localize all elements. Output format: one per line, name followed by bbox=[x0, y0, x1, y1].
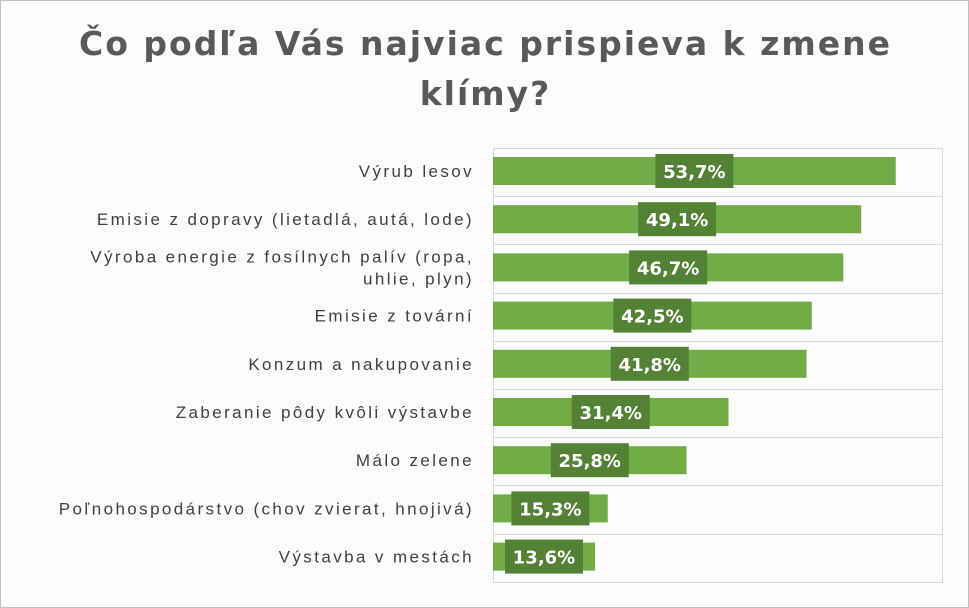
category-label: Málo zelene bbox=[356, 451, 474, 470]
data-label-box bbox=[571, 395, 650, 429]
data-label: 25,8% bbox=[559, 451, 621, 472]
category-label: Zaberanie pôdy kvôli výstavbe bbox=[176, 403, 474, 422]
data-label-box bbox=[505, 539, 583, 574]
data-label-box bbox=[511, 491, 590, 526]
data-label-box bbox=[629, 250, 708, 285]
category-label: Výrub lesov bbox=[359, 162, 474, 181]
data-label: 13,6% bbox=[513, 548, 575, 569]
data-label: 46,7% bbox=[637, 258, 699, 279]
data-label: 49,1% bbox=[646, 210, 708, 231]
data-label: 53,7% bbox=[663, 162, 725, 183]
data-label-box bbox=[613, 298, 692, 333]
category-label: Emisie z tovární bbox=[315, 307, 474, 326]
category-label: Emisie z dopravy (lietadlá, autá, lode) bbox=[97, 210, 474, 229]
chart-title: Čo podľa Vás najviac prispieva k zmene k… bbox=[1, 19, 969, 119]
category-label: Výstavba v mestách bbox=[279, 548, 474, 567]
data-label: 42,5% bbox=[621, 307, 683, 328]
data-label: 31,4% bbox=[580, 403, 642, 424]
data-label-box bbox=[550, 443, 629, 478]
data-label: 41,8% bbox=[619, 355, 681, 376]
chart-title-line-2: klímy? bbox=[419, 74, 552, 113]
chart-title-line-1: Čo podľa Vás najviac prispieva k zmene bbox=[79, 24, 892, 63]
category-label: Výroba energie z fosílnych palív (ropa, u… bbox=[90, 247, 474, 288]
category-label: Konzum a nakupovanie bbox=[248, 355, 474, 374]
data-label-box bbox=[655, 154, 734, 188]
data-label-box bbox=[638, 202, 717, 237]
data-label-box bbox=[610, 346, 689, 381]
category-label: Poľnohospodárstvo (chov zvierat, hnojivá… bbox=[59, 499, 474, 518]
data-label: 15,3% bbox=[519, 499, 581, 520]
